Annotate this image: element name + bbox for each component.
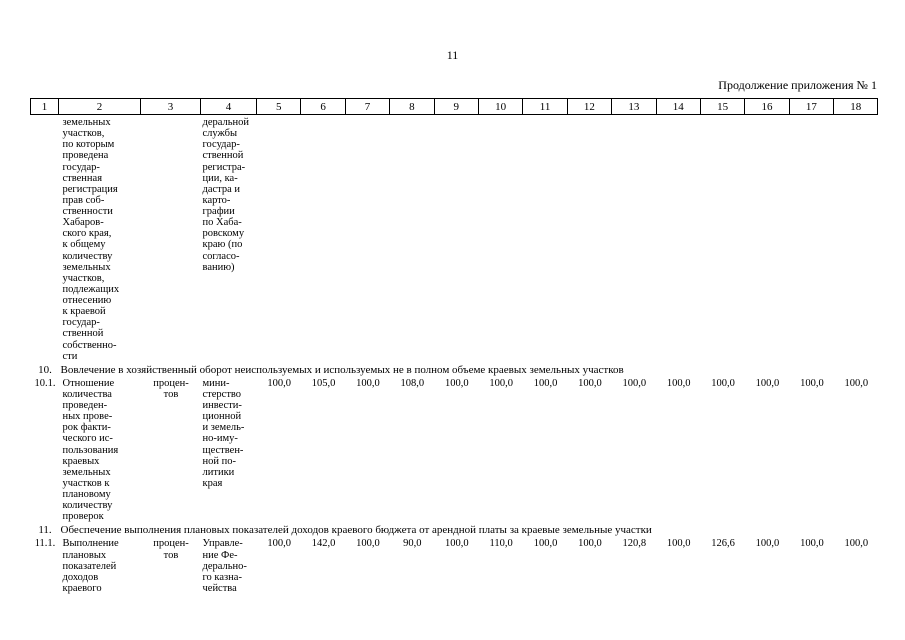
value-cell: 142,0 xyxy=(311,538,336,550)
value-cell: 100,0 xyxy=(800,538,824,550)
column-number-cell: 11 xyxy=(522,98,568,115)
column-number-cell: 5 xyxy=(255,98,302,115)
indicators-table: 1 2 3 4 5 6 7 8 9 10 11 12 13 14 15 16 1… xyxy=(30,98,879,594)
unit-cell: процен- тов xyxy=(153,377,189,400)
column-number-cell: 14 xyxy=(655,98,701,115)
column-number-cell: 17 xyxy=(788,98,835,115)
value-cell: 100,0 xyxy=(267,538,291,550)
column-number-cell: 6 xyxy=(300,98,346,115)
column-number-cell: 10 xyxy=(477,98,524,115)
value-cell: 90,0 xyxy=(403,538,422,550)
column-number-cell: 7 xyxy=(344,98,391,115)
executor-text-cell: деральной службы государ- ственной регис… xyxy=(202,117,250,273)
row-number-cell: 11.1. xyxy=(34,538,56,550)
unit-cell: процен- тов xyxy=(153,538,189,561)
value-cell: 100,0 xyxy=(800,377,824,389)
executor-text-cell: Управле- ние Фе- дерально- го казна- чей… xyxy=(202,538,247,594)
value-cell: 105,0 xyxy=(311,377,336,389)
value-cell: 100,0 xyxy=(622,377,647,389)
section-title-cell: Вовлечение в хозяйственный оборот неиспо… xyxy=(60,363,624,376)
value-cell: 100,0 xyxy=(844,538,869,550)
data-row: 11.1. Выполнение плановых показателей до… xyxy=(31,536,878,594)
empty-cell xyxy=(31,115,59,362)
column-number-cell: 8 xyxy=(389,98,435,115)
column-number-cell: 16 xyxy=(744,98,790,115)
value-cell: 100,0 xyxy=(356,377,380,389)
column-number-cell: 2 xyxy=(58,98,141,115)
value-cell: 100,0 xyxy=(666,377,691,389)
indicator-text-cell: Выполнение плановых показателей доходов … xyxy=(62,538,119,594)
column-number-cell: 4 xyxy=(200,98,257,115)
column-number-cell: 9 xyxy=(433,98,479,115)
value-cell: 100,0 xyxy=(489,377,513,389)
value-cell: 100,0 xyxy=(356,538,380,550)
value-cell: 110,0 xyxy=(489,538,513,550)
indicator-text-cell: земельных участков, по которым проведена… xyxy=(62,117,120,362)
value-cell: 100,0 xyxy=(444,377,469,389)
value-cell: 108,0 xyxy=(400,377,425,389)
value-cell: 100,0 xyxy=(711,377,735,389)
column-number-cell: 15 xyxy=(699,98,746,115)
section-row: 11. Обеспечение выполнения плановых пока… xyxy=(31,522,878,536)
executor-text-cell: мини- стерство инвести- ционной и земель… xyxy=(202,377,245,489)
column-number-cell: 12 xyxy=(566,98,613,115)
section-number-cell: 11. xyxy=(38,524,52,537)
section-number-cell: 10. xyxy=(38,363,52,376)
section-title-cell: Обеспечение выполнения плановых показате… xyxy=(60,524,652,537)
column-number-cell: 18 xyxy=(833,98,879,115)
value-cell: 100,0 xyxy=(844,377,869,389)
data-row: 10.1. Отношение количества проведен- ных… xyxy=(31,376,878,523)
section-row: 10. Вовлечение в хозяйственный оборот не… xyxy=(31,362,878,376)
value-cell: 100,0 xyxy=(755,538,780,550)
column-number-cell: 13 xyxy=(611,98,657,115)
empty-cell xyxy=(257,115,878,362)
value-cell: 100,0 xyxy=(755,377,780,389)
value-cell: 100,0 xyxy=(444,538,469,550)
value-cell: 100,0 xyxy=(533,377,558,389)
column-number-cell: 3 xyxy=(140,98,201,115)
row-number-cell: 10.1. xyxy=(34,377,56,389)
value-cell: 126,6 xyxy=(711,538,735,550)
value-cell: 100,0 xyxy=(578,377,602,389)
column-number-cell: 1 xyxy=(30,98,59,115)
empty-cell xyxy=(141,115,201,362)
column-number-row: 1 2 3 4 5 6 7 8 9 10 11 12 13 14 15 16 1… xyxy=(30,98,879,115)
indicator-text-cell: Отношение количества проведен- ных прове… xyxy=(62,377,119,523)
value-cell: 100,0 xyxy=(267,377,291,389)
value-cell: 100,0 xyxy=(533,538,558,550)
continuation-note: Продолжение приложения № 1 xyxy=(718,78,877,92)
value-cell: 100,0 xyxy=(666,538,691,550)
carryover-row: земельных участков, по которым проведена… xyxy=(31,115,878,362)
page-number: 11 xyxy=(446,48,459,62)
value-cell: 100,0 xyxy=(578,538,602,550)
value-cell: 120,8 xyxy=(622,538,647,550)
